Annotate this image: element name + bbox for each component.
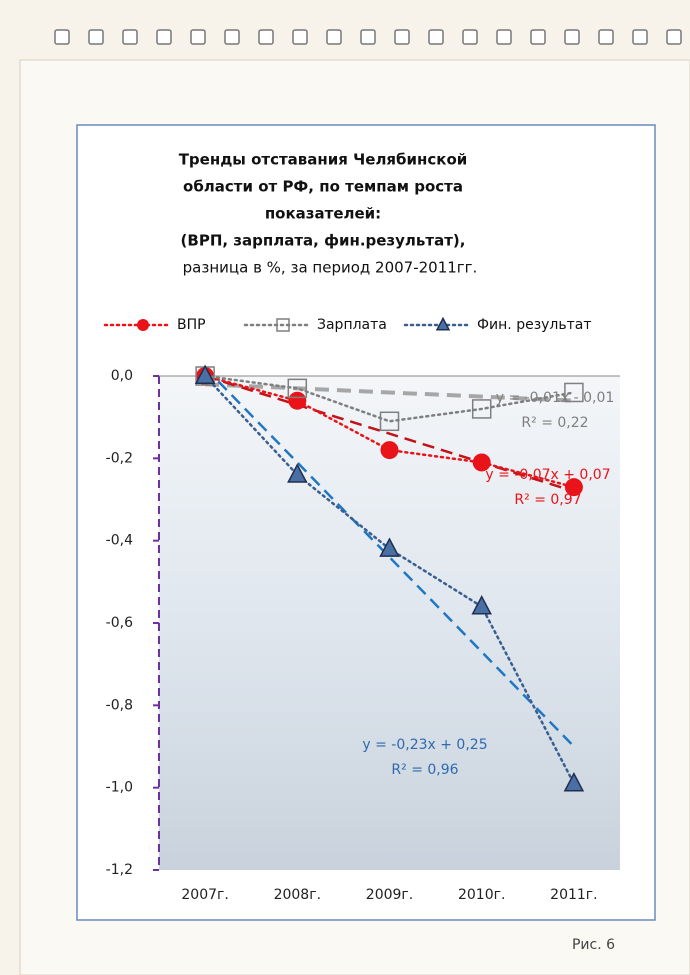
x-tick-label: 2010г. (458, 887, 505, 903)
chart: Рис. 6 Тренды отставания Челябинской обла… (0, 0, 690, 975)
y-tick-label: -0,4 (106, 533, 133, 549)
x-tick-label: 2007г. (181, 887, 228, 903)
hole (361, 30, 375, 44)
marker (565, 478, 583, 496)
marker (137, 319, 149, 331)
hole (497, 30, 511, 44)
hole (293, 30, 307, 44)
x-tick-label: 2011г. (550, 887, 597, 903)
hole (327, 30, 341, 44)
hole (395, 30, 409, 44)
hole (633, 30, 647, 44)
hole (123, 30, 137, 44)
trendline-r2: R² = 0,22 (521, 415, 588, 431)
hole (463, 30, 477, 44)
y-tick-label: -0,2 (106, 450, 133, 466)
trendline-r2: R² = 0,96 (391, 762, 458, 778)
hole (191, 30, 205, 44)
hole (667, 30, 681, 44)
hole (565, 30, 579, 44)
chart-title: Тренды отставания Челябинской (179, 151, 468, 169)
hole (89, 30, 103, 44)
hole (599, 30, 613, 44)
y-tick-label: -1,2 (106, 862, 133, 878)
chart-subtitle: разница в %, за период 2007-2011гг. (183, 259, 478, 277)
marker (473, 453, 491, 471)
marker (288, 392, 306, 410)
y-tick-label: -0,8 (106, 697, 133, 713)
legend-label: ВПР (177, 317, 206, 333)
x-tick-label: 2008г. (274, 887, 321, 903)
y-tick-label: 0,0 (111, 368, 133, 384)
trendline-equation: y = -0,01x - 0,01 (496, 390, 615, 406)
x-tick-label: 2009г. (366, 887, 413, 903)
trendline-equation: y = -0,23x + 0,25 (362, 737, 487, 753)
y-tick-label: -1,0 (106, 780, 133, 796)
y-tick-label: -0,6 (106, 615, 133, 631)
hole (157, 30, 171, 44)
chart-title: области от РФ, по темпам роста (183, 178, 463, 196)
hole (225, 30, 239, 44)
hole (531, 30, 545, 44)
caption: Рис. 6 (572, 937, 615, 953)
legend-label: Фин. результат (477, 317, 592, 333)
hole (259, 30, 273, 44)
chart-title: (ВРП, зарплата, фин.результат), (181, 232, 466, 250)
chart-title: показателей: (265, 205, 381, 223)
page: Рис. 6 Тренды отставания Челябинской обла… (0, 0, 690, 975)
marker (381, 441, 399, 459)
legend-label: Зарплата (317, 317, 387, 333)
hole (429, 30, 443, 44)
hole (55, 30, 69, 44)
